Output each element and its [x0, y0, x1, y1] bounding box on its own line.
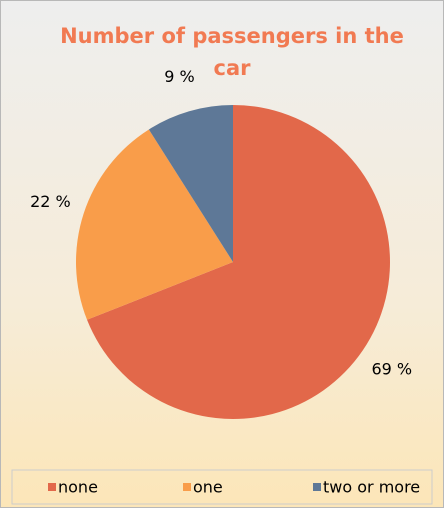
pie-slice [76, 129, 234, 320]
data-label: 69 % [371, 359, 412, 378]
data-label: 9 % [164, 67, 194, 86]
legend-swatch [48, 483, 56, 491]
pie-slice [148, 105, 233, 262]
legend-swatch [183, 483, 191, 491]
chart-title: Number of passengers in the car [60, 24, 404, 80]
legend-swatch [313, 483, 321, 491]
pie-slice [87, 105, 391, 419]
legend-box [11, 469, 433, 505]
legend-label: two or more [323, 478, 420, 497]
legend-label: none [58, 478, 98, 497]
data-label: 22 % [30, 192, 71, 211]
legend-label: one [193, 478, 223, 497]
